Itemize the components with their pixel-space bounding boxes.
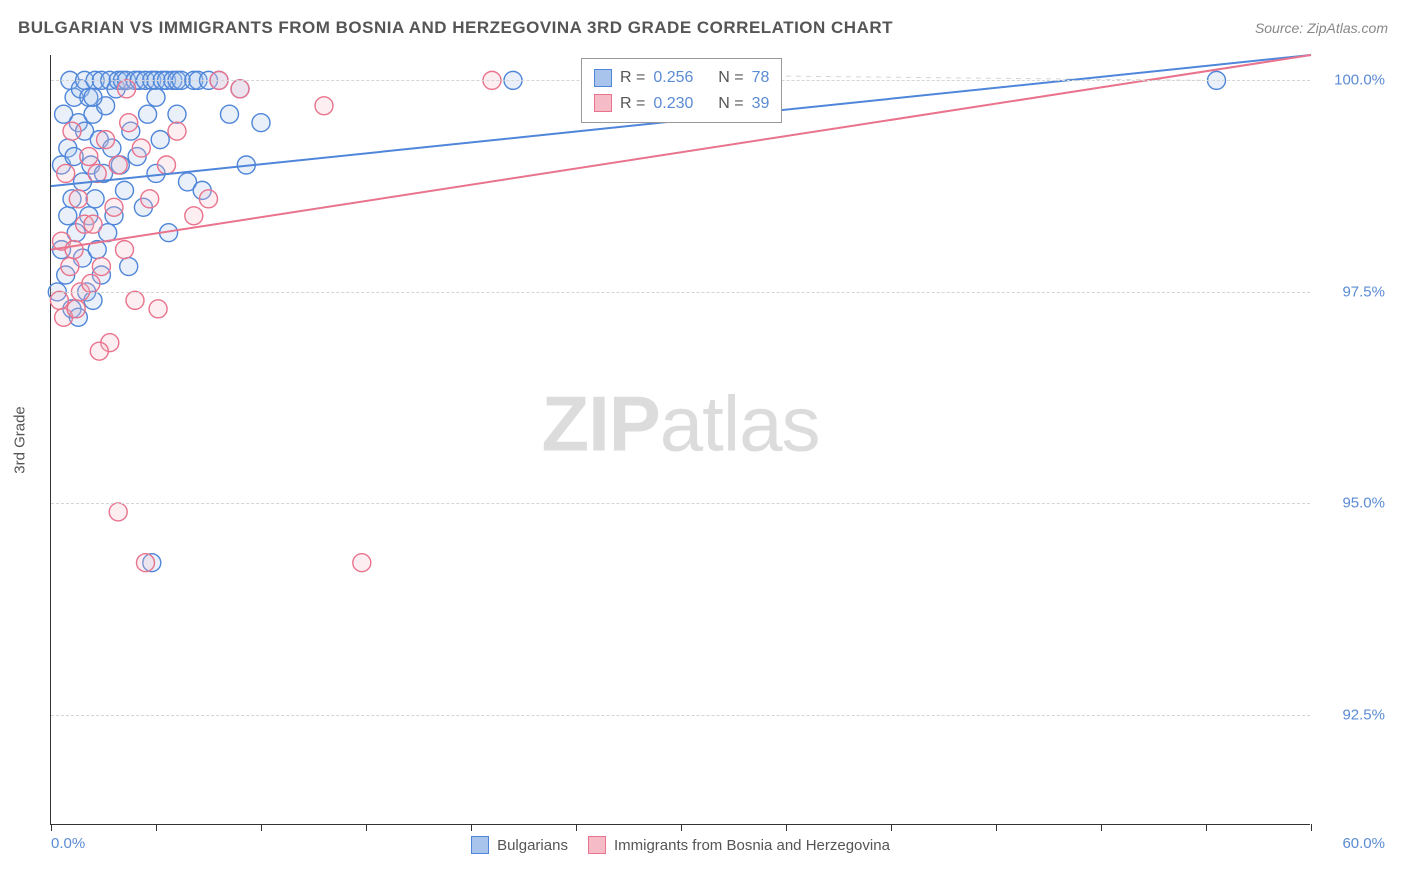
legend-n-label-1: N = — [718, 91, 743, 117]
x-tick-mark — [996, 824, 997, 831]
legend-series-label-1: Immigrants from Bosnia and Herzegovina — [614, 837, 890, 854]
legend-series-swatch-0 — [471, 836, 489, 854]
x-tick-mark — [156, 824, 157, 831]
legend-series-swatch-1 — [588, 836, 606, 854]
y-axis-label: 3rd Grade — [12, 406, 29, 474]
x-tick-mark — [1311, 824, 1312, 831]
x-tick-mark — [1101, 824, 1102, 831]
legend-r-value-1: 0.230 — [653, 91, 693, 117]
gridline — [51, 503, 1310, 504]
gridline — [51, 292, 1310, 293]
legend-n-value-0: 78 — [752, 65, 770, 91]
y-tick-label: 97.5% — [1342, 283, 1385, 300]
x-tick-mark — [576, 824, 577, 831]
legend-r-label-1: R = — [620, 91, 645, 117]
legend-stats-row-0: R = 0.256 N = 78 — [594, 65, 769, 91]
legend-n-value-1: 39 — [752, 91, 770, 117]
x-tick-mark — [1206, 824, 1207, 831]
legend-stats-row-1: R = 0.230 N = 39 — [594, 91, 769, 117]
title-bar: BULGARIAN VS IMMIGRANTS FROM BOSNIA AND … — [18, 18, 1388, 38]
source-label: Source: ZipAtlas.com — [1255, 20, 1388, 36]
chart-title: BULGARIAN VS IMMIGRANTS FROM BOSNIA AND … — [18, 18, 893, 38]
x-tick-mark — [261, 824, 262, 831]
y-tick-label: 92.5% — [1342, 707, 1385, 724]
legend-series-item-0: Bulgarians — [471, 836, 568, 854]
x-tick-mark — [786, 824, 787, 831]
x-tick-mark — [51, 824, 52, 831]
y-tick-label: 100.0% — [1334, 72, 1385, 89]
legend-r-label-0: R = — [620, 65, 645, 91]
plot-area: 3rd Grade ZIPatlas R = 0.256 N = 78 R = … — [50, 55, 1390, 825]
legend-series-item-1: Immigrants from Bosnia and Herzegovina — [588, 836, 890, 854]
source-value: ZipAtlas.com — [1307, 20, 1388, 36]
legend-series-label-0: Bulgarians — [497, 837, 568, 854]
y-tick-label: 95.0% — [1342, 495, 1385, 512]
legend-swatch-0 — [594, 69, 612, 87]
x-tick-mark — [891, 824, 892, 831]
x-tick-mark — [366, 824, 367, 831]
legend-swatch-1 — [594, 94, 612, 112]
x-tick-mark — [681, 824, 682, 831]
legend-n-label-0: N = — [718, 65, 743, 91]
legend-series: Bulgarians Immigrants from Bosnia and He… — [51, 836, 1310, 854]
x-tick-mark — [471, 824, 472, 831]
gridline — [51, 715, 1310, 716]
x-axis-max-label: 60.0% — [1342, 835, 1385, 852]
legend-stats: R = 0.256 N = 78 R = 0.230 N = 39 — [581, 58, 782, 123]
plot-inner: ZIPatlas R = 0.256 N = 78 R = 0.230 N = … — [50, 55, 1310, 825]
legend-r-value-0: 0.256 — [653, 65, 693, 91]
scatter-svg — [51, 55, 1311, 825]
source-prefix: Source: — [1255, 20, 1307, 36]
